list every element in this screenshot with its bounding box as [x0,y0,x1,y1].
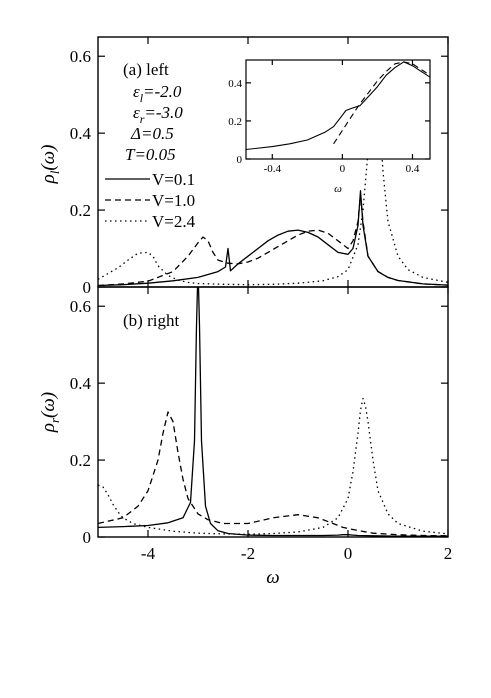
panel-a-ylabel-arg: (ω) [38,145,59,171]
panel-a-series-dashed [98,194,448,287]
eps-l-value: =-2.0 [143,82,182,101]
panel-b-ytick-label: 0.6 [70,297,91,316]
inset-curves [246,61,430,151]
inset-frame [245,59,431,160]
panel-b-xtick-label: -4 [141,544,156,563]
panel-a-series-solid [98,190,448,287]
inset-series-dashed [333,61,430,145]
panel-a-ytick-label: 0.2 [70,201,91,220]
panel-b-ylabel: ρr(ω) [38,392,62,433]
panel-b-ticks: 0 0.2 0.4 0.6 -4 -2 0 2 [70,287,453,563]
inset-ytick-label: 0.4 [228,78,242,90]
panel-a-label: (a) left [123,60,169,79]
panel-b-series-solid [98,287,448,537]
panel-a-ytick-label: 0.6 [70,47,91,66]
inset-ticks: 0 0.2 0.4 -0.4 0 0.4 [228,60,430,175]
param-temperature: T=0.05 [125,145,176,164]
legend-label-v24: V=2.4 [152,212,196,231]
panel-b-ylabel-sub: r [47,417,62,423]
eps-r-subscript: r [140,112,145,126]
legend: V=0.1 V=1.0 V=2.4 [105,170,196,231]
panel-a-ylabel-sub: l [47,170,62,174]
eps-r-value: =-3.0 [144,103,183,122]
panel-a-left: 00.20.40.6 (a) left εl=-2.0 εr=-3.0 Δ=0.… [38,36,449,297]
panel-b-ytick-label: 0 [83,528,92,547]
legend-label-v01: V=0.1 [152,170,195,189]
x-axis-label: ω [266,567,279,588]
eps-l-symbol: ε [133,82,140,101]
panel-b-right: 0 0.2 0.4 0.6 -4 -2 0 2 (b) right ρr(ω) ω [38,286,453,588]
inset-ytick-label: 0 [237,154,243,166]
panel-b-series-dashed [98,411,448,537]
panel-b-label: (b) right [123,311,179,330]
inset-xtick-label: -0.4 [264,163,282,175]
panel-a-ylabel-rho: ρ [38,174,59,184]
panel-b-xtick-label: 0 [344,544,353,563]
panel-a-ytick-label: 0 [83,278,92,297]
panel-b-ylabel-arg: (ω) [38,392,59,418]
panel-a-ytick-label: 0.4 [70,124,92,143]
param-eps-l: εl=-2.0 [133,82,182,105]
eps-l-subscript: l [140,91,144,105]
param-delta: Δ=0.5 [130,124,174,143]
panel-b-curves [98,287,448,537]
panel-b-xtick-label: -2 [241,544,255,563]
inset-xlabel: ω [334,183,342,195]
panel-a-series-dotted [98,74,448,286]
panel-a-curves [98,74,448,287]
inset-xtick-label: 0.4 [406,163,420,175]
inset-plot: 0 0.2 0.4 -0.4 0 0.4 ω [228,59,431,195]
panel-b-ylabel-rho: ρ [38,423,59,433]
panel-b-ytick-label: 0.2 [70,451,91,470]
param-eps-r: εr=-3.0 [133,103,183,126]
legend-label-v10: V=1.0 [152,191,195,210]
eps-r-symbol: ε [133,103,140,122]
panel-b-ytick-label: 0.4 [70,374,92,393]
inset-xtick-label: 0 [340,163,346,175]
panel-a-ylabel: ρl(ω) [38,145,62,185]
panel-a-ticks: 0 0.2 0.4 0.6 [70,37,449,297]
panel-b-series-dotted [98,397,448,535]
inset-ytick-label: 0.2 [228,116,242,128]
panel-b-xtick-label: 2 [444,544,453,563]
panel-b-frame [97,286,449,538]
